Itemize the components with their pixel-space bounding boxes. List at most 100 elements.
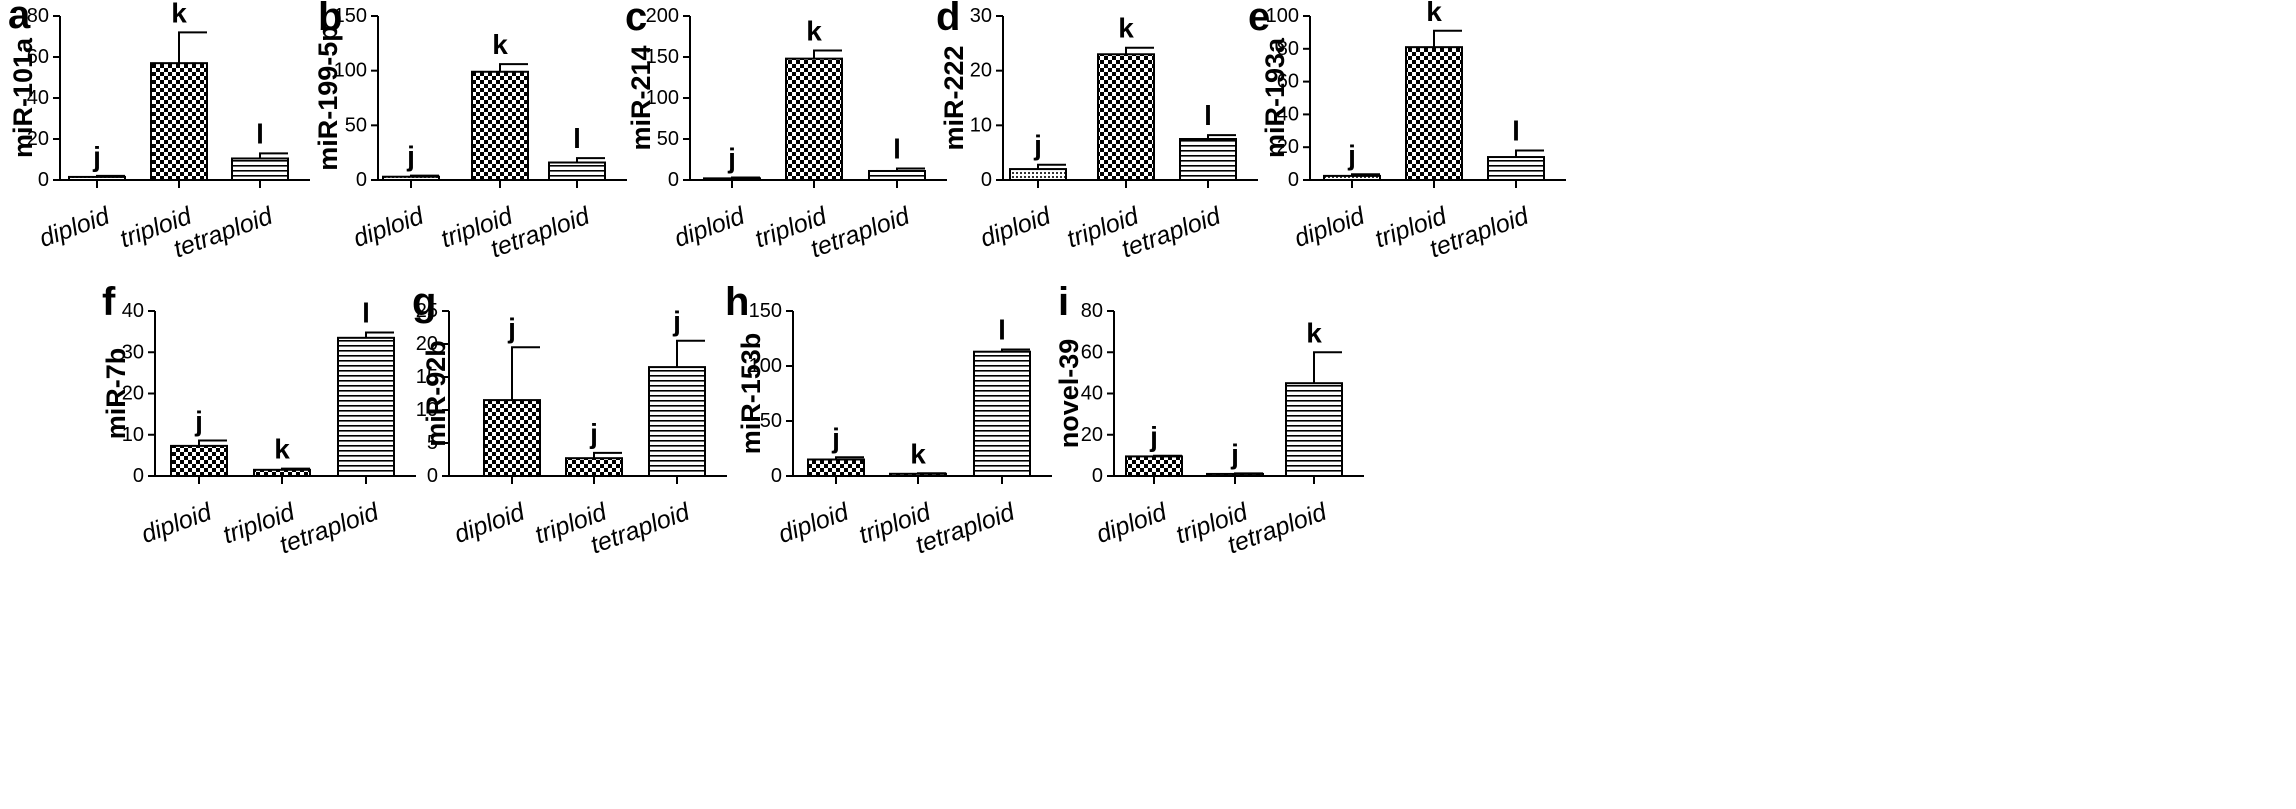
- significance-label: j: [672, 306, 681, 337]
- panel-letter: d: [936, 0, 960, 39]
- bar-diploid: [1009, 168, 1067, 181]
- bar-triploid: [253, 468, 311, 477]
- bar-diploid: [1323, 174, 1381, 181]
- significance-label: j: [507, 312, 516, 343]
- significance-label: k: [910, 438, 926, 469]
- panel-letter: b: [318, 0, 342, 39]
- x-category-label: diploid: [350, 201, 429, 252]
- panel-letter: c: [625, 0, 647, 39]
- significance-label: j: [727, 143, 736, 174]
- significance-label: k: [1426, 0, 1442, 27]
- y-tick-label: 50: [657, 128, 679, 150]
- y-tick-label: 30: [970, 5, 992, 27]
- y-tick-label: 150: [334, 5, 367, 27]
- bar-diploid: [170, 444, 228, 478]
- y-tick-label: 15: [416, 366, 438, 388]
- x-category-label: diploid: [36, 201, 115, 252]
- significance-label: j: [1230, 438, 1239, 469]
- panel-i: inovel-39020406080jdiploidjtriploidktetr…: [1054, 280, 1364, 559]
- significance-label: k: [1118, 13, 1134, 44]
- panel-letter: i: [1058, 280, 1069, 324]
- significance-label: l: [1512, 115, 1520, 146]
- y-tick-label: 5: [427, 432, 438, 454]
- x-category-label: diploid: [775, 497, 854, 548]
- y-tick-label: 50: [345, 114, 367, 136]
- bar-diploid: [68, 175, 126, 182]
- significance-label: k: [492, 29, 508, 60]
- y-tick-label: 30: [122, 341, 144, 363]
- y-axis-label: miR-7b: [101, 348, 131, 440]
- bar-tetraploid: [1285, 382, 1343, 477]
- y-tick-label: 150: [646, 46, 679, 68]
- significance-label: j: [194, 406, 203, 437]
- bar-triploid: [785, 57, 843, 181]
- y-axis-label: novel-39: [1054, 339, 1084, 449]
- significance-label: l: [573, 123, 581, 154]
- bar-triploid: [565, 457, 623, 477]
- significance-label: j: [589, 418, 598, 449]
- y-tick-label: 10: [122, 424, 144, 446]
- panel-h: hmiR-153b050100150jdiploidktriploidltetr…: [725, 280, 1052, 559]
- x-category-label: diploid: [977, 201, 1056, 252]
- panel-c: cmiR-214050100150200jdiploidktriploidlte…: [625, 0, 947, 263]
- y-tick-label: 60: [1277, 71, 1299, 93]
- y-tick-label: 20: [970, 60, 992, 82]
- y-tick-label: 0: [1092, 465, 1103, 487]
- significance-label: k: [1306, 317, 1322, 348]
- y-tick-label: 0: [668, 169, 679, 191]
- bar-triploid: [471, 70, 529, 181]
- y-tick-label: 100: [749, 355, 782, 377]
- y-tick-label: 0: [133, 465, 144, 487]
- bar-triploid: [1097, 53, 1155, 181]
- panel-letter: e: [1248, 0, 1270, 39]
- significance-label: k: [806, 15, 822, 46]
- bar-tetraploid: [1179, 138, 1237, 181]
- significance-label: j: [1347, 139, 1356, 170]
- y-tick-label: 25: [416, 300, 438, 322]
- y-axis-label: miR-193a: [1260, 37, 1290, 158]
- bar-diploid: [1125, 455, 1183, 477]
- significance-label: j: [92, 141, 101, 172]
- x-category-label: diploid: [671, 201, 750, 252]
- x-category-label: diploid: [451, 497, 530, 548]
- significance-label: k: [171, 0, 187, 28]
- panel-e: emiR-193a020406080100jdiploidktriploidlt…: [1248, 0, 1566, 263]
- panel-letter: h: [725, 280, 749, 324]
- y-tick-label: 0: [771, 465, 782, 487]
- y-tick-label: 20: [1277, 136, 1299, 158]
- significance-label: j: [831, 422, 840, 453]
- y-tick-label: 0: [981, 169, 992, 191]
- y-tick-label: 40: [27, 87, 49, 109]
- panel-letter: a: [8, 0, 31, 37]
- y-tick-label: 40: [122, 300, 144, 322]
- x-category-label: diploid: [138, 497, 217, 548]
- y-tick-label: 20: [27, 128, 49, 150]
- bar-tetraploid: [337, 336, 395, 477]
- significance-label: l: [362, 297, 370, 328]
- y-tick-label: 10: [416, 399, 438, 421]
- y-tick-label: 100: [334, 60, 367, 82]
- y-tick-label: 10: [970, 114, 992, 136]
- panel-a: amiR-101a020406080jdiploidktriploidltetr…: [8, 0, 310, 263]
- panel-letter: g: [412, 280, 436, 324]
- y-tick-label: 20: [122, 383, 144, 405]
- y-tick-label: 20: [416, 333, 438, 355]
- y-tick-label: 40: [1081, 383, 1103, 405]
- panel-letter: f: [102, 280, 116, 324]
- significance-label: l: [893, 134, 901, 165]
- bar-tetraploid: [1487, 156, 1545, 181]
- bar-tetraploid: [548, 161, 606, 182]
- y-tick-label: 150: [749, 300, 782, 322]
- y-tick-label: 80: [1081, 300, 1103, 322]
- y-tick-label: 60: [27, 46, 49, 68]
- y-tick-label: 0: [38, 169, 49, 191]
- y-axis-label: miR-214: [626, 45, 656, 150]
- y-tick-label: 80: [1277, 38, 1299, 60]
- bar-diploid: [807, 458, 865, 477]
- y-tick-label: 0: [356, 169, 367, 191]
- bar-tetraploid: [231, 157, 289, 182]
- bar-diploid: [703, 177, 761, 182]
- bar-tetraploid: [868, 169, 926, 181]
- panel-f: fmiR-7b010203040jdiploidktriploidltetrap…: [101, 280, 416, 559]
